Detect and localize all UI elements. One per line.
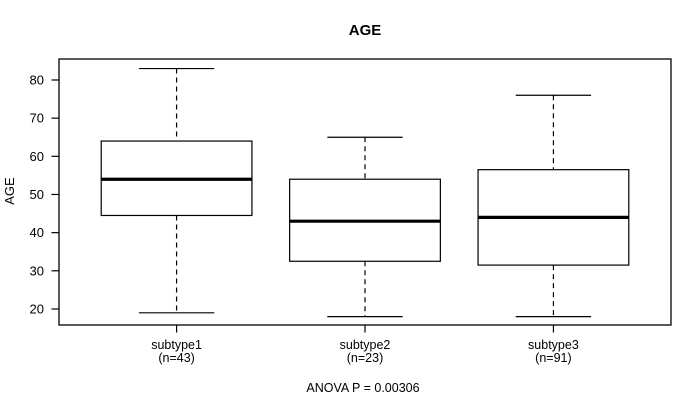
y-tick-label: 70 [30,111,44,126]
chart-title: AGE [349,22,382,39]
plot-layer: 20304050607080subtype1(n=43)subtype2(n=2… [30,58,672,365]
boxplot-subtype2: subtype2(n=23) [289,136,441,365]
group-label: subtype2 [340,338,391,352]
y-tick-label: 80 [30,72,44,87]
y-tick-label: 60 [30,149,44,164]
y-axis-label: AGE [2,177,17,205]
group-n-label: (n=23) [347,351,383,365]
y-tick-label: 50 [30,187,44,202]
anova-annotation: ANOVA P = 0.00306 [306,381,419,395]
y-tick-label: 40 [30,225,44,240]
group-label: subtype3 [528,338,579,352]
group-label: subtype1 [151,338,202,352]
y-tick-label: 20 [30,301,44,316]
boxplot-subtype1: subtype1(n=43) [100,67,253,365]
boxplot-subtype3: subtype3(n=91) [477,94,630,365]
y-tick-label: 30 [30,263,44,278]
group-n-label: (n=43) [158,351,194,365]
group-n-label: (n=91) [535,351,571,365]
